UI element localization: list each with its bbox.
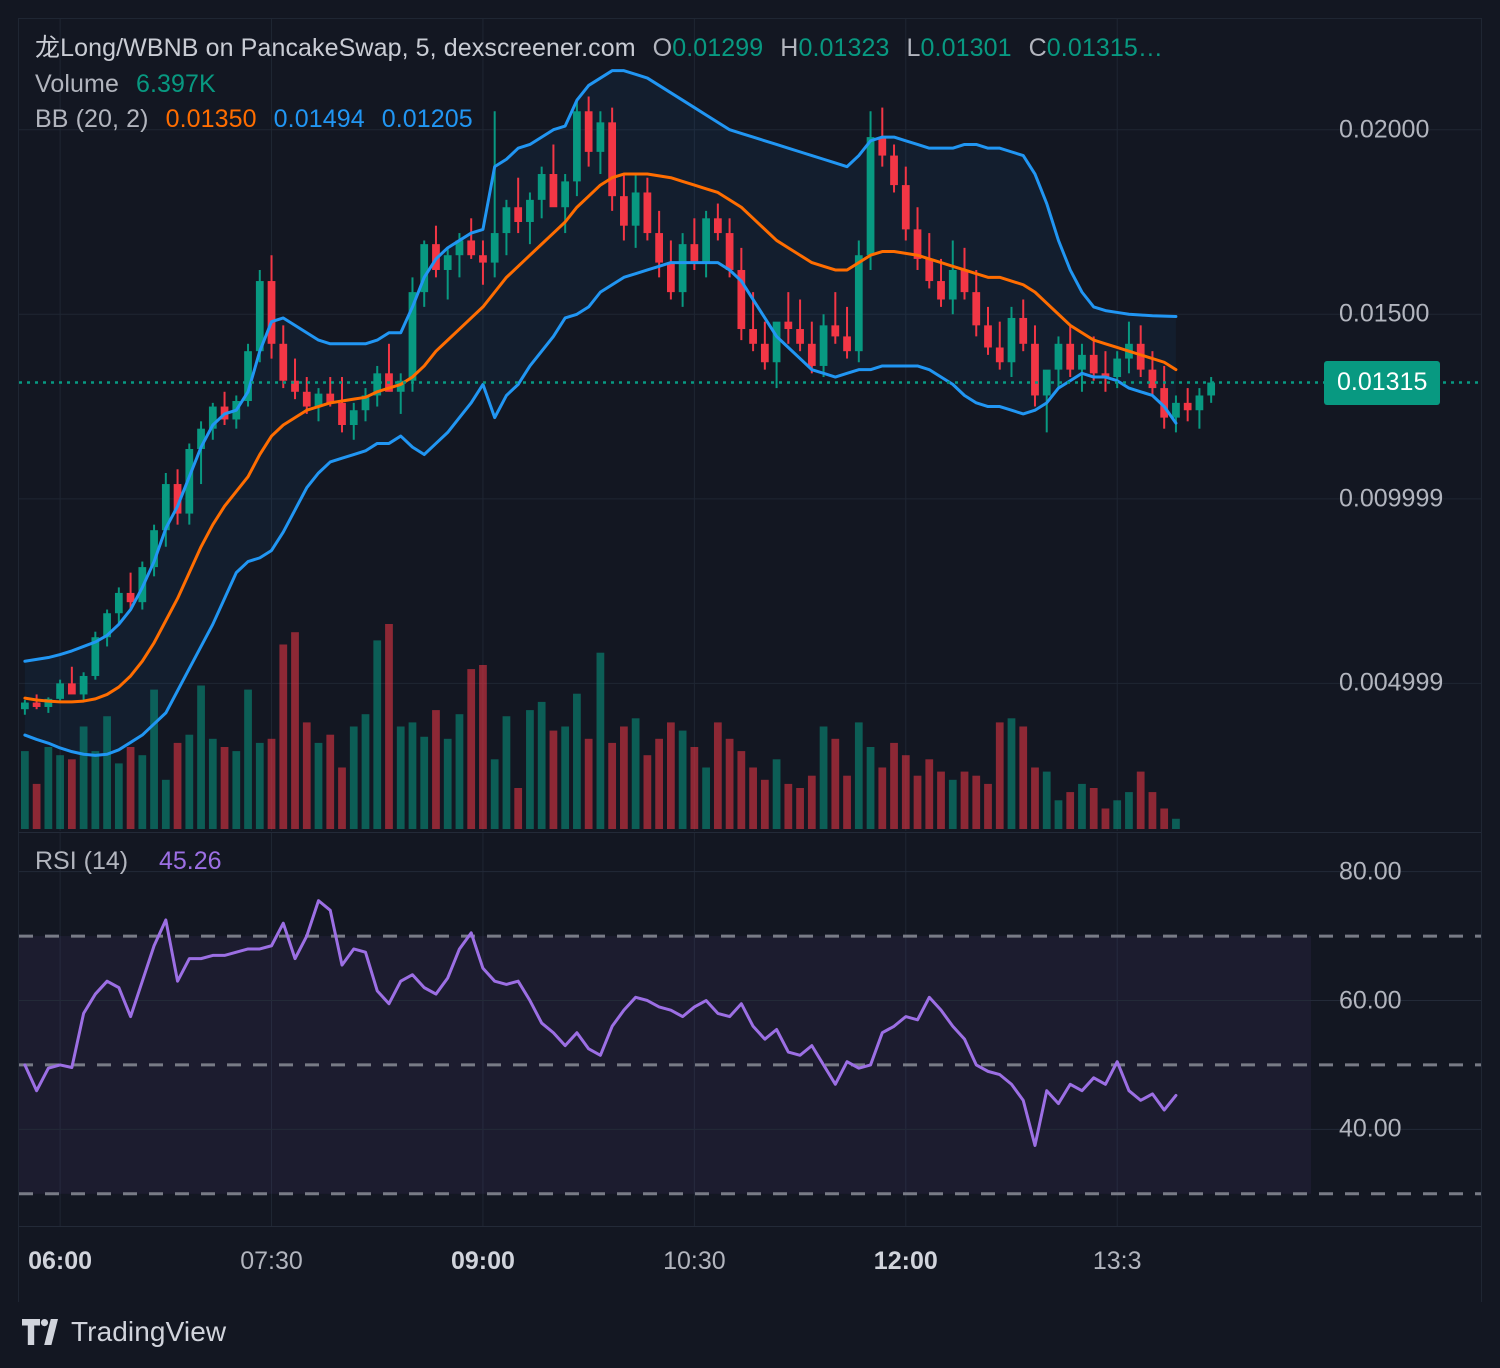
price-axis-tick: 0.004999 <box>1339 668 1444 697</box>
time-axis-tick: 06:00 <box>28 1247 93 1275</box>
price-axis-tick: 0.02000 <box>1339 115 1430 144</box>
rsi-axis-tick: 40.00 <box>1339 1114 1402 1143</box>
last-price-badge[interactable]: 0.01315 <box>1324 360 1441 405</box>
rsi-axis-tick: 80.00 <box>1339 857 1402 886</box>
time-axis-tick: 13:3 <box>1092 1247 1142 1275</box>
price-axis[interactable]: 0.02000 0.01500 0.009999 0.004999 0.01315 <box>1311 19 1481 831</box>
tradingview-branding: TradingView <box>22 1316 226 1348</box>
tradingview-chart-card[interactable]: 龙Long/WBNB on PancakeSwap, 5, dexscreene… <box>18 18 1482 1302</box>
tradingview-wordmark: TradingView <box>71 1316 227 1347</box>
price-pane[interactable]: 龙Long/WBNB on PancakeSwap, 5, dexscreene… <box>19 19 1481 831</box>
time-axis-tick: 09:00 <box>450 1247 515 1275</box>
rsi-axis[interactable]: 80.00 60.00 40.00 <box>1311 833 1481 1226</box>
tradingview-logo-icon <box>22 1319 58 1345</box>
price-axis-tick: 0.01500 <box>1339 299 1430 328</box>
price-axis-tick: 0.009999 <box>1339 484 1444 513</box>
rsi-axis-tick: 60.00 <box>1339 986 1402 1014</box>
time-axis[interactable]: 06:00 07:30 09:00 10:30 12:00 13:3 <box>19 1226 1481 1302</box>
time-axis-tick: 10:30 <box>663 1247 726 1275</box>
price-plot <box>19 19 1481 831</box>
rsi-pane[interactable]: RSI (14) 45.26 80.00 60.00 40.00 <box>19 832 1481 1226</box>
time-axis-tick: 12:00 <box>873 1247 938 1275</box>
rsi-plot <box>19 833 1481 1226</box>
time-axis-tick: 07:30 <box>240 1247 303 1275</box>
